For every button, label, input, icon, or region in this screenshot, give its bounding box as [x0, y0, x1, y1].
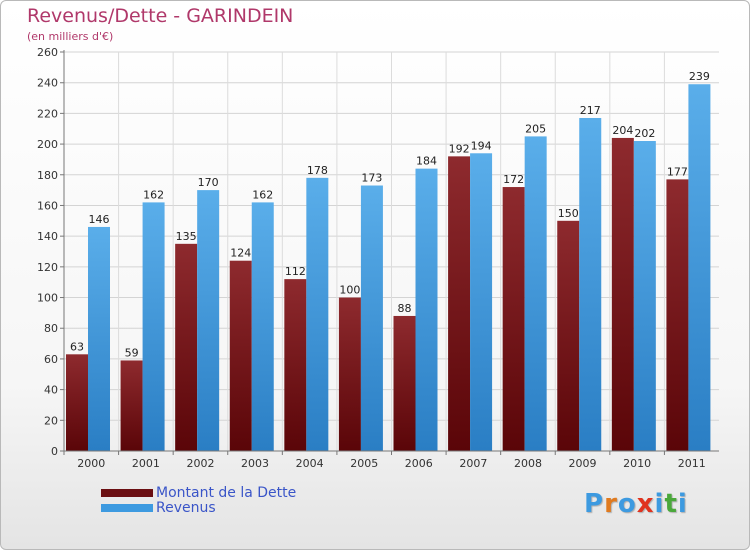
data-label-revenus: 146 — [89, 213, 110, 226]
data-label-revenus: 217 — [580, 104, 601, 117]
y-tick-label: 120 — [37, 261, 58, 274]
y-tick-label: 200 — [37, 138, 58, 151]
x-tick-label: 2007 — [459, 457, 487, 470]
bar-revenus — [197, 190, 220, 451]
y-tick-label: 80 — [44, 322, 58, 335]
data-label-revenus: 170 — [198, 176, 219, 189]
gridlines — [64, 51, 719, 451]
bar-dette — [229, 260, 252, 451]
logo-letter: t — [664, 489, 678, 519]
bar-revenus — [360, 185, 383, 451]
logo-letter: P — [584, 489, 605, 519]
data-label-dette: 177 — [667, 165, 688, 178]
legend-swatch-dette — [101, 489, 153, 497]
y-tick-label: 240 — [37, 77, 58, 90]
x-tick-label: 2002 — [186, 457, 214, 470]
bar-revenus — [88, 226, 110, 451]
logo-letter: r — [604, 489, 618, 519]
bar-dette — [393, 315, 416, 451]
bar-revenus — [470, 153, 493, 452]
bar-revenus — [524, 136, 547, 451]
data-label-revenus: 178 — [307, 164, 328, 177]
bar-dette — [502, 187, 525, 452]
x-tick-label: 2005 — [350, 457, 378, 470]
bar-dette — [666, 179, 689, 451]
y-tick-label: 180 — [37, 169, 58, 182]
data-label-dette: 112 — [285, 265, 306, 278]
data-label-revenus: 194 — [471, 139, 492, 152]
bars — [66, 84, 711, 452]
bar-revenus — [633, 141, 656, 451]
bar-revenus — [306, 177, 329, 452]
data-label-revenus: 205 — [525, 122, 546, 135]
bar-revenus — [579, 117, 602, 451]
legend-swatch-revenus — [101, 504, 153, 512]
data-label-revenus: 202 — [634, 127, 655, 140]
y-tick-label: 160 — [37, 199, 58, 212]
x-tick-label: 2011 — [678, 457, 706, 470]
data-label-revenus: 184 — [416, 155, 437, 168]
bar-revenus — [415, 168, 438, 451]
data-label-revenus: 173 — [361, 172, 382, 185]
proxiti-logo: Proxiti — [584, 489, 688, 519]
bar-dette — [175, 243, 198, 451]
data-label-dette: 124 — [230, 247, 251, 260]
data-label-revenus: 239 — [689, 70, 710, 83]
bar-revenus — [688, 84, 711, 451]
y-tick-label: 100 — [37, 292, 58, 305]
bar-dette — [120, 360, 143, 451]
data-label-dette: 192 — [449, 142, 470, 155]
logo-letter: i — [677, 489, 688, 519]
data-labels: 63 146 59 162 135 170 124 162 112 178 100 173 88 184 1… — [70, 70, 710, 359]
y-tick-label: 60 — [44, 353, 58, 366]
bar-dette — [611, 137, 634, 451]
x-tick-label: 2003 — [241, 457, 269, 470]
logo-letter: o — [617, 489, 637, 519]
bar-dette — [338, 297, 361, 451]
data-label-dette: 135 — [176, 230, 197, 243]
data-label-dette: 59 — [125, 346, 139, 359]
x-tick-label: 2006 — [405, 457, 433, 470]
data-label-revenus: 162 — [252, 188, 273, 201]
x-tick-label: 2004 — [296, 457, 324, 470]
data-label-dette: 150 — [558, 207, 579, 220]
bar-revenus — [142, 202, 165, 451]
bar-revenus — [251, 202, 274, 451]
x-tick-label: 2001 — [132, 457, 160, 470]
data-label-dette: 63 — [70, 340, 84, 353]
y-tick-label: 260 — [37, 46, 58, 59]
y-tick-label: 140 — [37, 230, 58, 243]
data-label-dette: 172 — [503, 173, 524, 186]
x-tick-label: 2008 — [514, 457, 542, 470]
x-tick-label: 2000 — [77, 457, 105, 470]
logo-letter: x — [636, 489, 655, 519]
logo-letter: i — [654, 489, 665, 519]
y-tick-label: 0 — [51, 445, 58, 458]
bar-dette — [557, 220, 580, 451]
chart-title: Revenus/Dette - GARINDEIN — [27, 5, 294, 27]
legend-label-dette: Montant de la Dette — [156, 485, 297, 501]
data-label-revenus: 162 — [143, 188, 164, 201]
bar-dette — [66, 354, 88, 451]
axes: 0 20 40 60 80 100 120 140 160 180 200 220 240 260 2000… — [37, 46, 719, 470]
bar-dette — [284, 279, 307, 451]
legend-label-revenus: Revenus — [156, 500, 216, 516]
y-tick-label: 20 — [44, 414, 58, 427]
y-tick-label: 220 — [37, 107, 58, 120]
data-label-dette: 100 — [339, 284, 360, 297]
chart-subtitle: (en milliers d'€) — [27, 30, 114, 43]
x-tick-label: 2009 — [569, 457, 597, 470]
bar-dette — [448, 156, 471, 451]
x-tick-label: 2010 — [623, 457, 651, 470]
data-label-dette: 88 — [398, 302, 412, 315]
y-tick-label: 40 — [44, 384, 58, 397]
data-label-dette: 204 — [612, 124, 633, 137]
